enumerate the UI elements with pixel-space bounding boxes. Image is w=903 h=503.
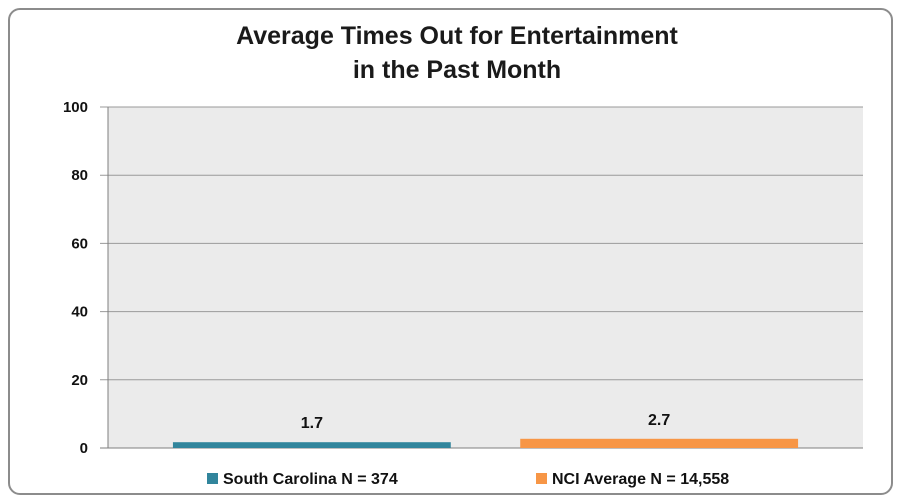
- bars: [172, 438, 799, 448]
- chart-title-line-1: Average Times Out for Entertainment: [236, 22, 678, 50]
- bar-0: [172, 442, 451, 448]
- data-label-1: 2.7: [648, 412, 670, 429]
- legend-swatch-nci-average: [536, 473, 547, 484]
- data-labels: 1.7 2.7: [301, 412, 671, 432]
- legend-label-south-carolina: South Carolina N = 374: [223, 471, 398, 488]
- y-axis-tick-labels: 0 20 40 60 80 100: [63, 99, 88, 457]
- legend: South Carolina N = 374 NCI Average N = 1…: [207, 471, 729, 488]
- bar-1: [520, 438, 799, 448]
- y-tick-label-80: 80: [71, 167, 88, 184]
- legend-swatch-south-carolina: [207, 473, 218, 484]
- plot-area: [108, 107, 863, 448]
- y-tick-label-40: 40: [71, 304, 88, 321]
- y-tick-label-60: 60: [71, 235, 88, 252]
- y-tick-label-0: 0: [80, 440, 88, 457]
- legend-label-nci-average: NCI Average N = 14,558: [552, 471, 729, 488]
- y-tick-label-100: 100: [63, 99, 88, 116]
- y-tick-label-20: 20: [71, 372, 88, 389]
- chart-title-line-2: in the Past Month: [353, 56, 561, 84]
- data-label-0: 1.7: [301, 415, 323, 432]
